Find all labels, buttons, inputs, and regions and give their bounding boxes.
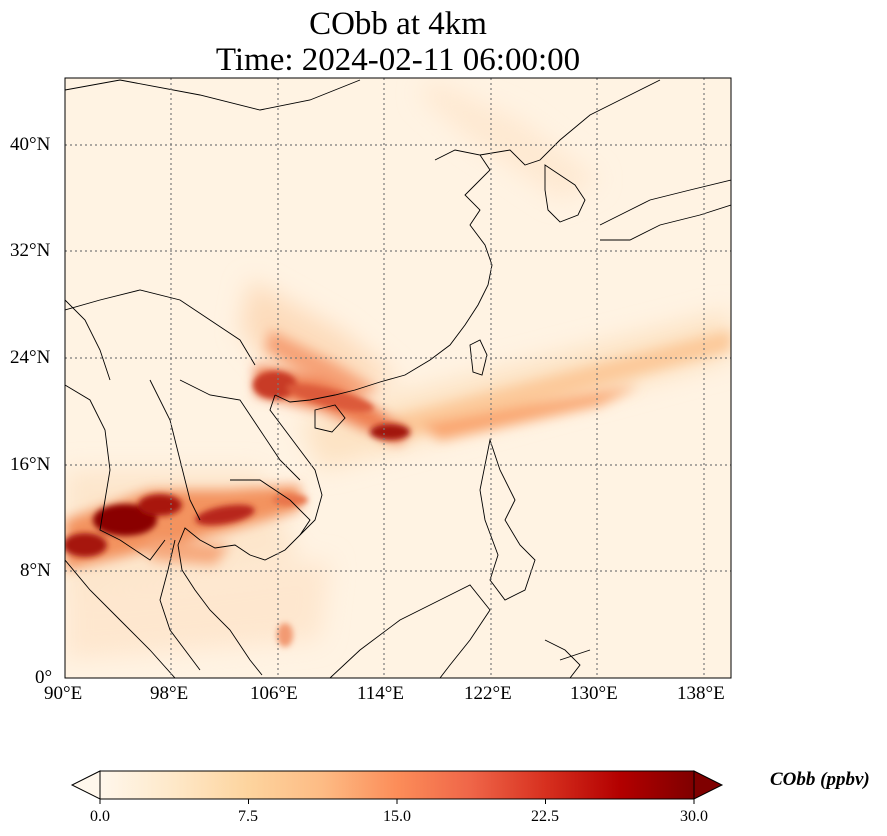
hotspot-south	[277, 623, 293, 647]
bohai-coast	[479, 79, 661, 166]
hotspot-tonkin-band	[286, 384, 374, 412]
mongolia-border	[65, 79, 361, 111]
tonkin-plume-upper	[265, 330, 380, 395]
lat-tick-label: 40°N	[10, 134, 51, 155]
lon-tick-label: 114°E	[357, 683, 404, 704]
thailand-border	[149, 379, 201, 521]
pacific-plume	[380, 330, 731, 445]
south-faint-band	[65, 560, 330, 660]
lat-tick-label: 8°N	[20, 560, 51, 581]
colorbar-extend-max	[693, 770, 724, 800]
lat-tick-label: 32°N	[10, 240, 51, 261]
colorbar-extend-min	[70, 770, 101, 800]
lat-tick-label: 0°	[35, 667, 53, 688]
colorbar-tick-label: 15.0	[383, 808, 411, 825]
map-frame	[64, 77, 732, 679]
north-faint-plume	[420, 80, 600, 200]
map-subtitle-time: Time: 2024-02-11 06:00:00	[215, 42, 581, 78]
lat-tick-label: 24°N	[10, 347, 51, 368]
lon-tick-label: 106°E	[250, 683, 298, 704]
lon-tick-label: 98°E	[150, 683, 189, 704]
thailand-coast	[177, 527, 263, 676]
malaya-coast	[159, 539, 201, 671]
hotspot-tonkin	[253, 371, 297, 399]
laos-border	[179, 379, 301, 481]
lat-tick-label: 16°N	[10, 454, 51, 475]
myanmar-coast	[65, 384, 166, 561]
china-inner-border	[65, 289, 256, 366]
hainan	[314, 404, 346, 433]
colorbar-tick-label: 30.0	[680, 808, 708, 825]
lon-tick-label: 122°E	[464, 683, 512, 704]
myanmar-plume-lower	[150, 540, 230, 565]
colorbar-bar	[99, 770, 695, 800]
india-border	[65, 299, 111, 381]
borneo	[329, 584, 491, 678]
korea-coast	[544, 164, 586, 223]
china-coast	[274, 149, 493, 403]
taiwan	[469, 339, 488, 376]
lon-tick-label: 130°E	[570, 683, 618, 704]
colorbar-tick-label: 0.0	[90, 808, 110, 825]
map-title: CObb at 4km	[309, 6, 487, 42]
hotspot-myanmar-1	[93, 504, 157, 536]
hotspot-laos	[195, 504, 255, 526]
hotspot-thailand	[138, 494, 182, 516]
pacific-plume-core	[420, 385, 640, 440]
sulawesi	[544, 639, 591, 678]
sumatra	[65, 559, 176, 678]
hotspot-hainan-east	[370, 424, 410, 440]
colorbar-tick-label: 22.5	[531, 808, 559, 825]
lon-tick-label: 90°E	[44, 683, 83, 704]
cambodia-border	[230, 479, 311, 536]
hotspot-myanmar-2	[65, 533, 107, 557]
colorbar-label: CObb (ppbv)	[770, 769, 870, 790]
gridlines	[65, 78, 731, 678]
coastlines	[65, 79, 731, 678]
philippines	[479, 438, 536, 601]
japan-coast	[599, 179, 731, 241]
colorbar-tick-label: 7.5	[238, 808, 258, 825]
colorbar	[70, 770, 724, 804]
lon-tick-label: 138°E	[677, 683, 725, 704]
